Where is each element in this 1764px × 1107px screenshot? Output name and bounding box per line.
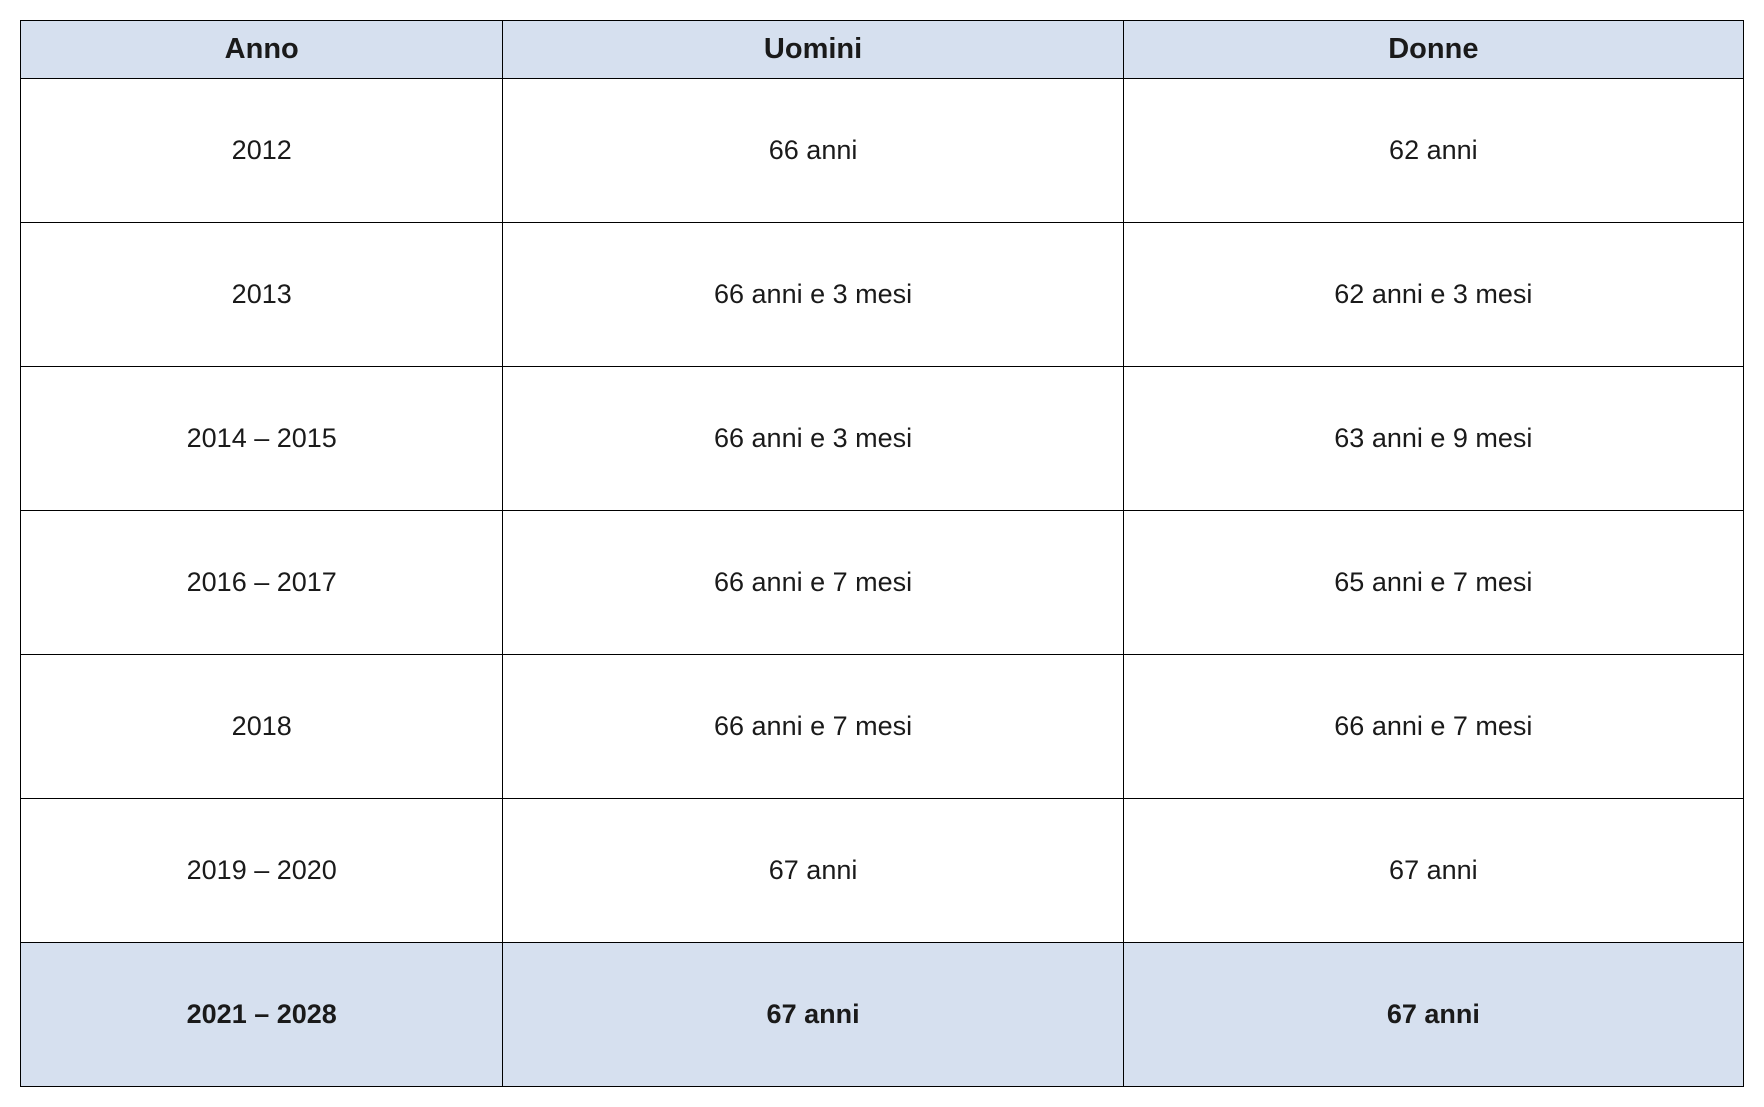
cell-uomini: 66 anni xyxy=(503,79,1123,223)
cell-uomini: 67 anni xyxy=(503,799,1123,943)
cell-anno: 2021 – 2028 xyxy=(21,943,503,1087)
cell-donne: 67 anni xyxy=(1123,943,1743,1087)
table-header-row: Anno Uomini Donne xyxy=(21,21,1744,79)
cell-anno: 2018 xyxy=(21,655,503,799)
table-row: 2014 – 2015 66 anni e 3 mesi 63 anni e 9… xyxy=(21,367,1744,511)
table-row-highlight: 2021 – 2028 67 anni 67 anni xyxy=(21,943,1744,1087)
header-donne: Donne xyxy=(1123,21,1743,79)
cell-uomini: 66 anni e 3 mesi xyxy=(503,367,1123,511)
cell-donne: 62 anni xyxy=(1123,79,1743,223)
retirement-age-table: Anno Uomini Donne 2012 66 anni 62 anni 2… xyxy=(20,20,1744,1087)
cell-uomini: 67 anni xyxy=(503,943,1123,1087)
cell-uomini: 66 anni e 7 mesi xyxy=(503,655,1123,799)
cell-donne: 65 anni e 7 mesi xyxy=(1123,511,1743,655)
table-body: 2012 66 anni 62 anni 2013 66 anni e 3 me… xyxy=(21,79,1744,1087)
cell-uomini: 66 anni e 3 mesi xyxy=(503,223,1123,367)
cell-anno: 2012 xyxy=(21,79,503,223)
cell-donne: 66 anni e 7 mesi xyxy=(1123,655,1743,799)
table-row: 2013 66 anni e 3 mesi 62 anni e 3 mesi xyxy=(21,223,1744,367)
cell-anno: 2013 xyxy=(21,223,503,367)
cell-anno: 2016 – 2017 xyxy=(21,511,503,655)
cell-donne: 62 anni e 3 mesi xyxy=(1123,223,1743,367)
header-uomini: Uomini xyxy=(503,21,1123,79)
cell-donne: 63 anni e 9 mesi xyxy=(1123,367,1743,511)
table-row: 2016 – 2017 66 anni e 7 mesi 65 anni e 7… xyxy=(21,511,1744,655)
cell-donne: 67 anni xyxy=(1123,799,1743,943)
cell-uomini: 66 anni e 7 mesi xyxy=(503,511,1123,655)
table-row: 2012 66 anni 62 anni xyxy=(21,79,1744,223)
cell-anno: 2014 – 2015 xyxy=(21,367,503,511)
table-row: 2018 66 anni e 7 mesi 66 anni e 7 mesi xyxy=(21,655,1744,799)
header-anno: Anno xyxy=(21,21,503,79)
table-row: 2019 – 2020 67 anni 67 anni xyxy=(21,799,1744,943)
cell-anno: 2019 – 2020 xyxy=(21,799,503,943)
